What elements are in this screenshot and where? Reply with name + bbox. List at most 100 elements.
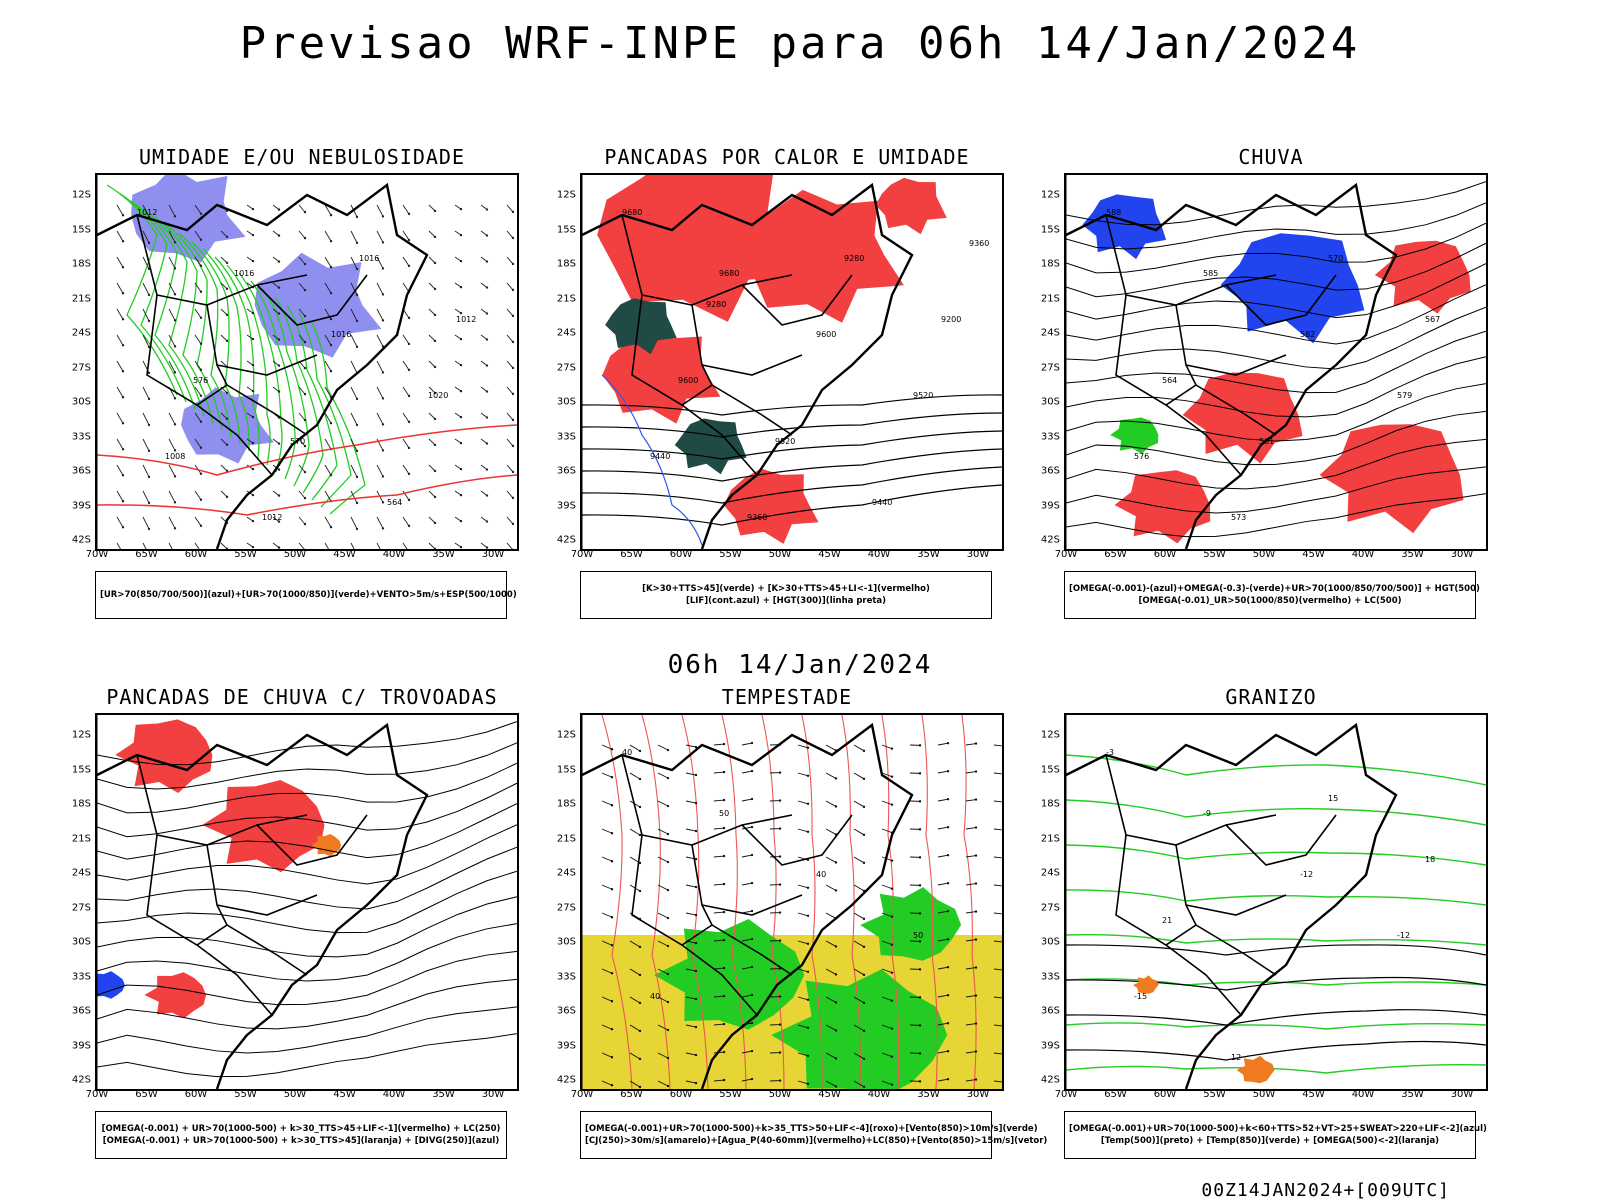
wind-vector-head [122, 214, 124, 216]
wind-vector [429, 465, 435, 471]
latitude-tick: 24S [557, 328, 576, 339]
wind-vector [299, 205, 305, 212]
wind-vector [507, 335, 513, 342]
wind-vector-head [975, 1078, 977, 1080]
wind-vector-head [278, 390, 280, 392]
wind-vector [602, 801, 612, 805]
wind-vector-head [751, 994, 753, 996]
latitude-tick: 42S [1041, 535, 1060, 546]
legend-line: [UR>70(850/700/500)](azul)+[UR>70(1000/8… [100, 589, 502, 601]
wind-vector [221, 257, 227, 263]
wind-vector-head [486, 546, 488, 548]
wind-vector [658, 773, 668, 778]
wind-vector [966, 772, 976, 773]
wind-vector-head [863, 806, 865, 808]
wind-vector [299, 465, 305, 472]
contour-label: 50 [913, 931, 923, 940]
latitude-tick: 18S [557, 259, 576, 270]
wind-vector-head [695, 886, 697, 888]
wind-vector [143, 465, 149, 477]
wind-vector [403, 361, 409, 370]
latitude-tick: 30S [72, 397, 91, 408]
wind-vector-head [891, 1027, 893, 1029]
wind-vector [658, 913, 668, 918]
wind-vector [429, 205, 435, 211]
wind-vector-head [975, 882, 977, 884]
wind-vector-head [252, 546, 254, 548]
wind-vector-head [611, 916, 613, 918]
wind-vector [854, 801, 864, 807]
latitude-tick: 12S [557, 730, 576, 741]
latitude-tick: 30S [557, 937, 576, 948]
contour-label: 579 [1397, 391, 1412, 400]
wind-vector-head [408, 525, 410, 527]
wind-vector [714, 912, 724, 913]
wind-vector [403, 205, 409, 214]
wind-vector-head [122, 266, 124, 268]
wind-vector-head [434, 470, 436, 472]
wind-vector-head [835, 889, 837, 891]
wind-vector-head [252, 260, 254, 262]
wind-vector-head [226, 392, 228, 394]
wind-vector [221, 543, 227, 549]
wind-vector [602, 857, 612, 861]
contour-label: 1012 [262, 513, 282, 522]
wind-vector-head [460, 312, 462, 314]
wind-vector-head [122, 448, 124, 450]
wind-vector-head [611, 748, 613, 750]
wind-vector-head [278, 312, 280, 314]
wind-vector [686, 829, 696, 831]
wind-vector-head [779, 939, 781, 941]
wind-vector-head [667, 1057, 669, 1059]
wind-vector [686, 801, 696, 803]
wind-vector-head [667, 833, 669, 835]
latitude-tick: 39S [1041, 500, 1060, 511]
wind-vector-head [434, 262, 436, 264]
wind-vector-head [486, 208, 488, 210]
latitude-tick: 21S [1041, 293, 1060, 304]
wind-vector [798, 801, 808, 804]
wind-vector-head [947, 798, 949, 800]
wind-vector-head [356, 320, 358, 322]
wind-vector [798, 913, 808, 916]
contour-line [1066, 800, 1486, 825]
wind-vector [798, 773, 808, 776]
wind-vector-head [751, 742, 753, 744]
wind-vector [403, 517, 409, 526]
wind-vector [714, 744, 724, 745]
wind-vector-head [947, 826, 949, 828]
wind-vector-head [975, 1050, 977, 1052]
wind-vector [507, 309, 513, 316]
latitude-tick: 39S [557, 500, 576, 511]
shaded-area [115, 719, 212, 793]
wind-vector-head [863, 1058, 865, 1060]
wind-vector-head [174, 293, 176, 295]
wind-vector-head [639, 1086, 641, 1088]
forecast-map [95, 713, 519, 1091]
contour-label: 576 [1134, 452, 1149, 461]
wind-vector [602, 913, 612, 917]
wind-vector [994, 773, 1002, 774]
wind-vector-head [779, 855, 781, 857]
wind-vector-head [695, 998, 697, 1000]
wind-vector-head [723, 939, 725, 941]
wind-vector-head [723, 1051, 725, 1053]
wind-vector-head [460, 260, 462, 262]
wind-vector [195, 335, 201, 344]
wind-vector [966, 912, 976, 913]
wind-vector-head [723, 827, 725, 829]
latitude-tick: 42S [72, 535, 91, 546]
wind-vector [429, 439, 435, 445]
wind-vector-head [356, 450, 358, 452]
wind-vector-head [891, 747, 893, 749]
wind-vector-head [512, 263, 514, 265]
contour-label: 9680 [719, 269, 739, 278]
wind-vector-head [148, 398, 150, 400]
latitude-tick: 36S [72, 466, 91, 477]
wind-vector-head [148, 424, 150, 426]
wind-vector [507, 231, 513, 238]
latitude-tick: 36S [72, 1006, 91, 1017]
